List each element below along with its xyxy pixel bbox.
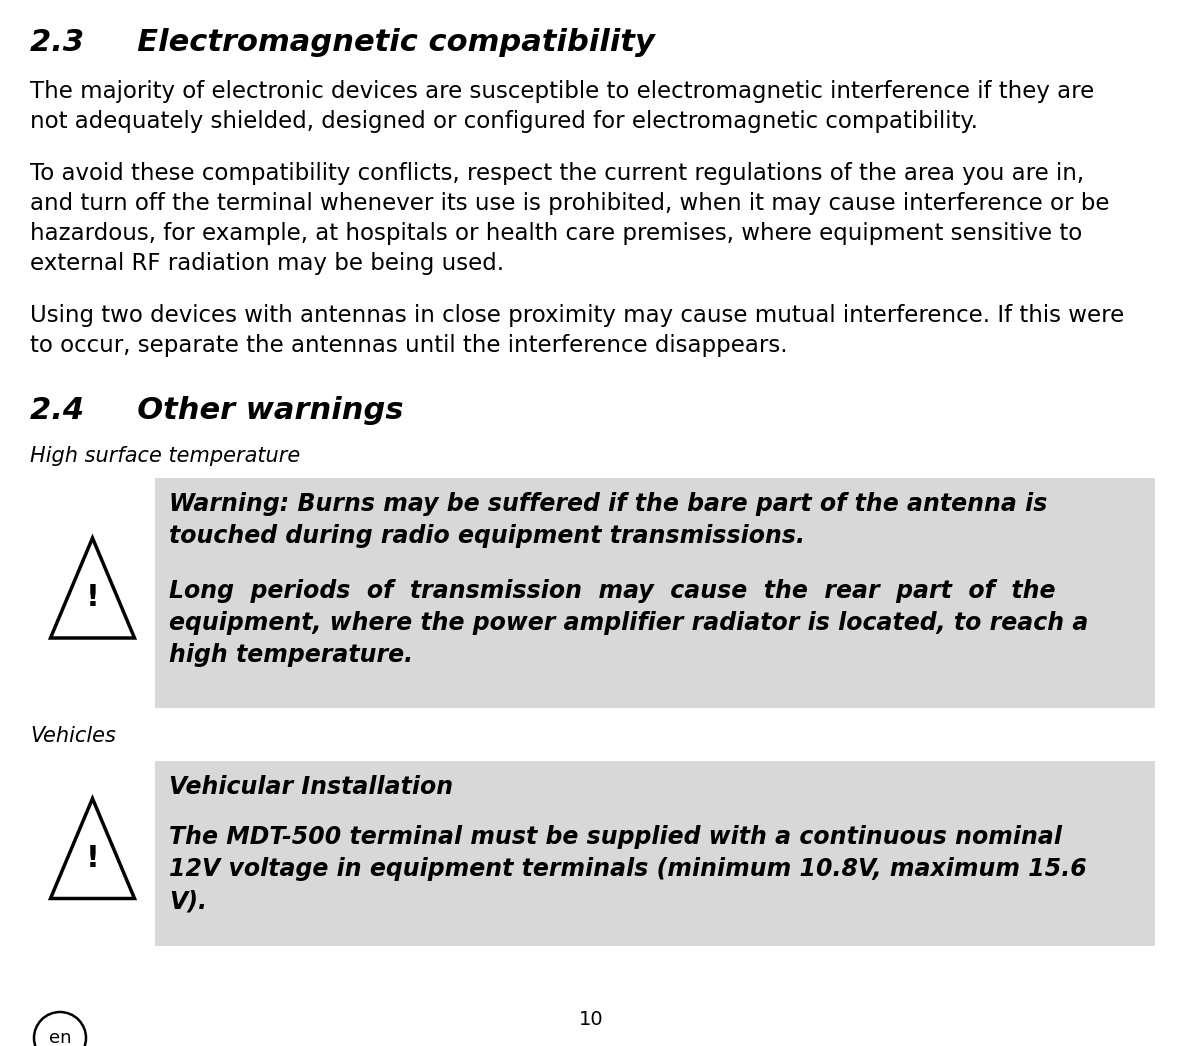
Text: Vehicular Installation: Vehicular Installation [169, 775, 453, 799]
Text: 2.4     Other warnings: 2.4 Other warnings [30, 396, 403, 425]
Text: and turn off the terminal whenever its use is prohibited, when it may cause inte: and turn off the terminal whenever its u… [30, 192, 1110, 215]
Text: 10: 10 [579, 1010, 603, 1029]
Text: !: ! [85, 844, 99, 873]
Text: not adequately shielded, designed or configured for electromagnetic compatibilit: not adequately shielded, designed or con… [30, 110, 978, 133]
Text: Long  periods  of  transmission  may  cause  the  rear  part  of  the: Long periods of transmission may cause t… [169, 579, 1056, 602]
Text: Using two devices with antennas in close proximity may cause mutual interference: Using two devices with antennas in close… [30, 304, 1124, 327]
Text: !: ! [85, 584, 99, 613]
Text: hazardous, for example, at hospitals or health care premises, where equipment se: hazardous, for example, at hospitals or … [30, 222, 1083, 245]
Text: en: en [48, 1029, 71, 1046]
FancyBboxPatch shape [155, 478, 1155, 708]
Text: Vehicles: Vehicles [30, 726, 116, 746]
Text: external RF radiation may be being used.: external RF radiation may be being used. [30, 252, 505, 275]
Text: The majority of electronic devices are susceptible to electromagnetic interferen: The majority of electronic devices are s… [30, 79, 1095, 103]
Text: Warning: Burns may be suffered if the bare part of the antenna is: Warning: Burns may be suffered if the ba… [169, 492, 1047, 516]
Text: High surface temperature: High surface temperature [30, 446, 300, 467]
Text: To avoid these compatibility conflicts, respect the current regulations of the a: To avoid these compatibility conflicts, … [30, 162, 1084, 185]
Text: equipment, where the power amplifier radiator is located, to reach a: equipment, where the power amplifier rad… [169, 611, 1089, 635]
Text: 2.3     Electromagnetic compatibility: 2.3 Electromagnetic compatibility [30, 28, 655, 56]
Text: to occur, separate the antennas until the interference disappears.: to occur, separate the antennas until th… [30, 334, 787, 357]
Text: The MDT-500 terminal must be supplied with a continuous nominal: The MDT-500 terminal must be supplied wi… [169, 825, 1061, 849]
FancyBboxPatch shape [155, 761, 1155, 946]
Text: high temperature.: high temperature. [169, 643, 414, 667]
Text: 12V voltage in equipment terminals (minimum 10.8V, maximum 15.6: 12V voltage in equipment terminals (mini… [169, 857, 1086, 881]
Text: V).: V). [169, 889, 207, 913]
Text: touched during radio equipment transmissions.: touched during radio equipment transmiss… [169, 524, 805, 548]
